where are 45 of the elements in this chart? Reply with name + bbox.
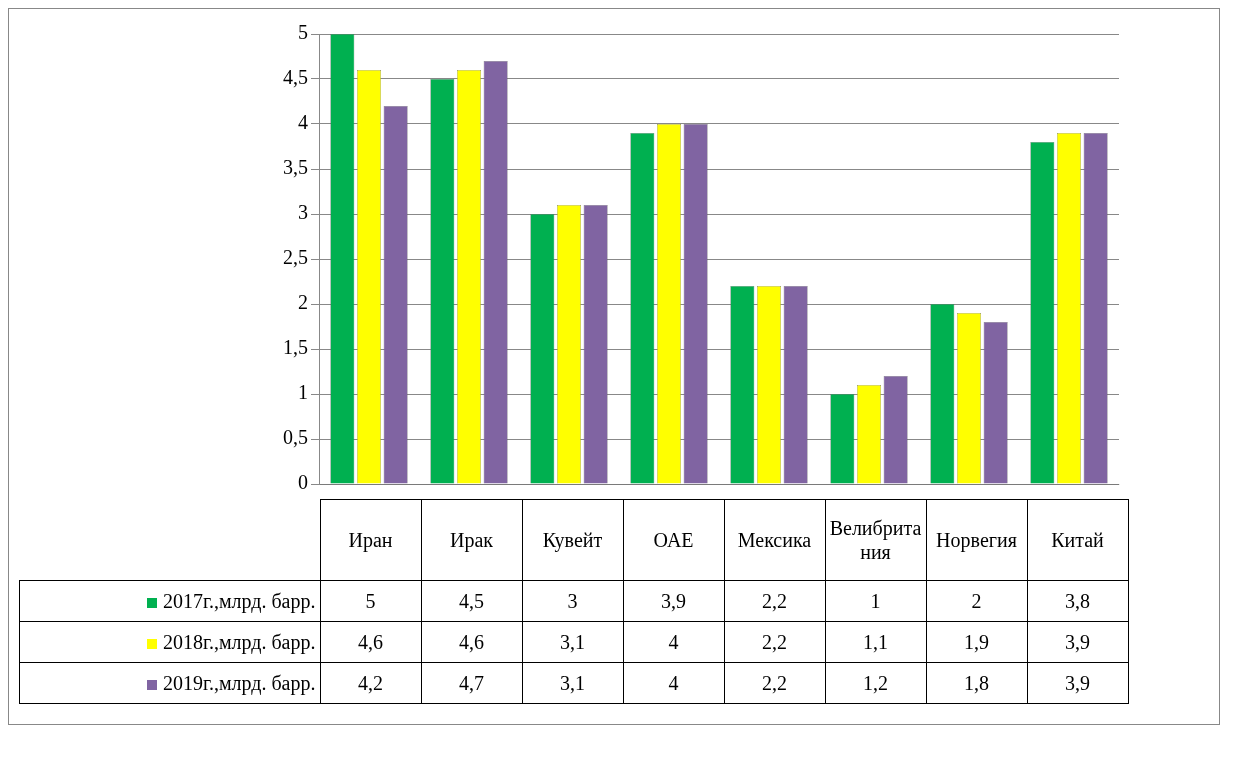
data-label: 3,8 bbox=[1027, 580, 1128, 622]
y-tick-label: 4 bbox=[298, 111, 308, 134]
data-label: 4,6 bbox=[421, 621, 522, 663]
data-label: 3,9 bbox=[623, 580, 724, 622]
legend-label: 2019г.,млрд. барр. bbox=[19, 662, 320, 704]
data-label: 3,9 bbox=[1027, 621, 1128, 663]
data-label: 2 bbox=[926, 580, 1027, 622]
data-label: 1,9 bbox=[926, 621, 1027, 663]
y-tick-label: 0,5 bbox=[283, 426, 308, 449]
data-label: 1,1 bbox=[825, 621, 926, 663]
x-tick-label: Велибритания bbox=[828, 516, 923, 564]
legend-label: 2017г.,млрд. барр. bbox=[19, 580, 320, 622]
y-tick-label: 2,5 bbox=[283, 246, 308, 269]
data-label: 4 bbox=[623, 621, 724, 663]
data-label: 4 bbox=[623, 662, 724, 704]
data-label: 4,2 bbox=[320, 662, 421, 704]
y-tick-label: 3,5 bbox=[283, 156, 308, 179]
data-label: 2,2 bbox=[724, 580, 825, 622]
y-tick-label: 3 bbox=[298, 201, 308, 224]
legend-label: 2018г.,млрд. барр. bbox=[19, 621, 320, 663]
data-label: 4,7 bbox=[421, 662, 522, 704]
y-tick-label: 2 bbox=[298, 291, 308, 314]
x-tick-label: ОАЕ bbox=[652, 528, 695, 552]
y-tick-label: 5 bbox=[298, 21, 308, 44]
data-label: 3,9 bbox=[1027, 662, 1128, 704]
data-label: 2,2 bbox=[724, 662, 825, 704]
data-label: 1,2 bbox=[825, 662, 926, 704]
x-tick-label: Иран bbox=[347, 528, 394, 552]
y-tick-label: 0 bbox=[298, 471, 308, 494]
y-tick-label: 4,5 bbox=[283, 66, 308, 89]
data-label: 1,8 bbox=[926, 662, 1027, 704]
y-tick-label: 1,5 bbox=[283, 336, 308, 359]
data-label: 3 bbox=[522, 580, 623, 622]
data-label: 3,1 bbox=[522, 621, 623, 663]
x-tick-label: Норвегия bbox=[935, 528, 1018, 552]
data-label: 3,1 bbox=[522, 662, 623, 704]
data-label: 1 bbox=[825, 580, 926, 622]
x-tick-label: Мексика bbox=[736, 528, 813, 552]
x-tick-label: Китай bbox=[1050, 528, 1105, 552]
data-label: 4,5 bbox=[421, 580, 522, 622]
y-tick-label: 1 bbox=[298, 381, 308, 404]
x-tick-label: Ирак bbox=[448, 528, 494, 552]
data-label: 2,2 bbox=[724, 621, 825, 663]
data-label: 4,6 bbox=[320, 621, 421, 663]
x-tick-label: Кувейт bbox=[541, 528, 604, 552]
